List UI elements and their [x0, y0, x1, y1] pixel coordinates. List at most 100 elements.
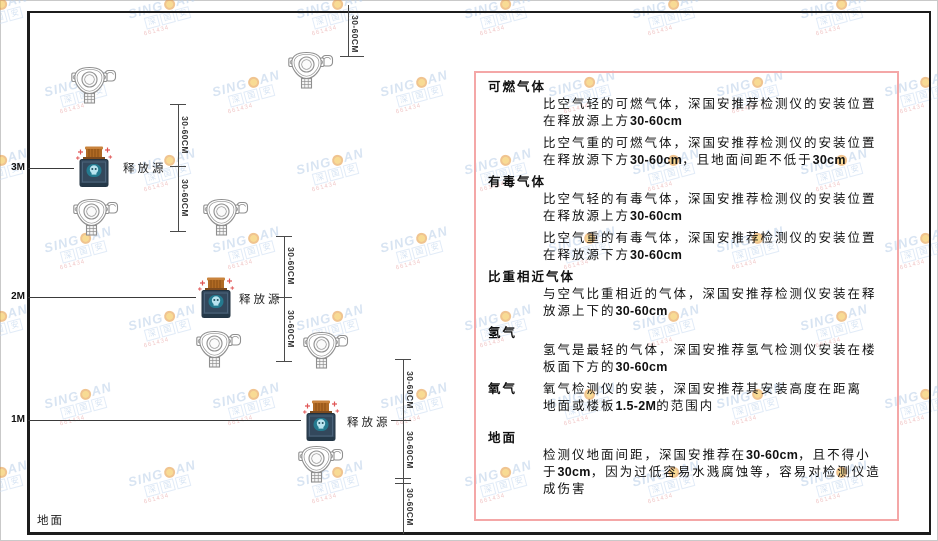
- level-line-1m: [28, 420, 301, 421]
- watermark-dot-icon: [246, 387, 261, 402]
- panel-paragraph: 氧气检测仪的安装，深国安推荐其安装高度在距离地面或楼板1.5-2M的范围内: [543, 382, 863, 413]
- dimension-line: [284, 236, 285, 361]
- dimension-tick: [340, 56, 364, 57]
- gas-detector-icon: [73, 196, 119, 241]
- dimension-tick: [395, 483, 411, 484]
- watermark-cjk-boxes: 深国安: [899, 225, 938, 264]
- panel-sections: 可燃气体比空气轻的可燃气体，深国安推荐检测仪的安装位置在释放源上方30-60cm…: [488, 79, 883, 498]
- right-wall-line: [929, 11, 931, 532]
- watermark-cjk-boxes: 深国安: [479, 0, 585, 30]
- watermark-code-text: 661434: [479, 24, 506, 38]
- dimension-tick: [170, 104, 186, 105]
- dimension-label: 30-60CM: [350, 15, 360, 53]
- dimension-label: 30-60CM: [405, 488, 415, 526]
- watermark-dot-icon: [330, 0, 345, 12]
- watermark-dot-icon: [330, 153, 345, 168]
- watermark-cjk-boxes: 深国安: [0, 0, 81, 30]
- watermark-dot-icon: [498, 0, 513, 12]
- panel-section: 有毒气体比空气轻的有毒气体，深国安推荐检测仪的安装位置在释放源上方30-60cm…: [488, 174, 883, 264]
- gas-detector-icon: [71, 64, 117, 109]
- gas-detector-icon: [203, 196, 249, 241]
- panel-section-heading: 地面: [488, 431, 518, 445]
- ceiling-line: [28, 11, 931, 13]
- watermark-code-text: 661434: [59, 414, 86, 428]
- panel-section: 氢气 氢气是最轻的气体，深国安推荐氢气检测仪安装在楼板面下方的30-60cm: [488, 325, 883, 376]
- watermark-dot-icon: [0, 465, 9, 480]
- watermark-dot-icon: [330, 309, 345, 324]
- dimension-tick: [170, 166, 186, 167]
- release-source-icon: [302, 399, 340, 448]
- release-source-icon: [75, 145, 113, 194]
- release-source-icon: [197, 276, 235, 325]
- panel-paragraph: 检测仪地面间距，深国安推荐在30-60cm，且不得小于30cm，因为过低容易水溅…: [543, 448, 881, 496]
- panel-section: 可燃气体比空气轻的可燃气体，深国安推荐检测仪的安装位置在释放源上方30-60cm…: [488, 79, 883, 169]
- panel-section: 地面检测仪地面间距，深国安推荐在30-60cm，且不得小于30cm，因为过低容易…: [488, 430, 883, 498]
- height-label-3m: 3M: [11, 162, 25, 173]
- dimension-line: [348, 5, 349, 57]
- level-line-2m: [28, 297, 196, 298]
- panel-paragraph: 与空气比重相近的气体，深国安推荐检测仪安装在释放源上下的30-60cm: [543, 287, 877, 318]
- watermark-code-text: 661434: [311, 24, 338, 38]
- ground-label: 地面: [37, 515, 64, 527]
- dimension-line: [403, 359, 404, 534]
- panel-section: 氧气 氧气检测仪的安装，深国安推荐其安装高度在距离地面或楼板1.5-2M的范围内: [488, 381, 883, 420]
- dimension-tick: [170, 231, 186, 232]
- panel-section-heading: 可燃气体: [488, 80, 547, 94]
- watermark-dot-icon: [414, 231, 429, 246]
- dimension-label: 30-60CM: [405, 371, 415, 409]
- dimension-label: 30-60CM: [286, 247, 296, 285]
- watermark-code-text: 661434: [143, 492, 170, 506]
- watermark-code-text: 661434: [0, 315, 83, 350]
- watermark-dot-icon: [162, 0, 177, 12]
- dimension-tick: [395, 359, 411, 360]
- watermark-dot-icon: [78, 387, 93, 402]
- dimension-label: 30-60CM: [405, 431, 415, 469]
- release-source-label: 释放源: [347, 417, 391, 429]
- watermark-code-text: 661434: [0, 3, 83, 38]
- panel-paragraph: 比空气轻的有毒气体，深国安推荐检测仪的安装位置在释放源上方30-60cm: [543, 192, 877, 223]
- gas-detector-icon: [298, 443, 344, 488]
- watermark-dot-icon: [246, 75, 261, 90]
- watermark-code-text: 661434: [227, 258, 254, 272]
- dimension-label: 30-60CM: [180, 116, 190, 154]
- watermark-code-text: 661434: [59, 258, 86, 272]
- watermark-code-text: 661434: [815, 24, 842, 38]
- height-label-2m: 2M: [11, 291, 25, 302]
- panel-section-heading: 有毒气体: [488, 175, 547, 189]
- watermark-dot-icon: [162, 465, 177, 480]
- dimension-tick: [395, 420, 411, 421]
- watermark-dot-icon: [666, 0, 681, 12]
- left-wall-line: [27, 11, 30, 535]
- gas-detector-icon: [196, 328, 242, 373]
- dimension-label: 30-60CM: [180, 179, 190, 217]
- watermark-cjk-boxes: 深国安: [59, 381, 165, 420]
- watermark-cjk-boxes: 深国安: [143, 0, 249, 30]
- dimension-tick: [395, 478, 411, 479]
- watermark-cjk-boxes: 深国安: [0, 459, 81, 498]
- watermark-code-text: 661434: [647, 24, 674, 38]
- gas-detector-icon: [303, 329, 349, 374]
- watermark-cjk-boxes: 深国安: [0, 303, 81, 342]
- panel-section: 比重相近气体 与空气比重相近的气体，深国安推荐检测仪安装在释放源上下的30-60c…: [488, 269, 883, 320]
- watermark-code-text: 661434: [0, 471, 83, 506]
- dimension-line: [178, 104, 179, 231]
- panel-paragraph: 比空气轻的可燃气体，深国安推荐检测仪的安装位置在释放源上方30-60cm: [543, 97, 877, 128]
- panel-section-heading: 氧气: [488, 382, 518, 396]
- dimension-tick: [276, 236, 292, 237]
- watermark-cjk-boxes: 深国安: [899, 381, 938, 420]
- watermark-code-text: 661434: [899, 258, 926, 272]
- watermark-cjk-boxes: 深国安: [899, 69, 938, 108]
- watermark-dot-icon: [162, 309, 177, 324]
